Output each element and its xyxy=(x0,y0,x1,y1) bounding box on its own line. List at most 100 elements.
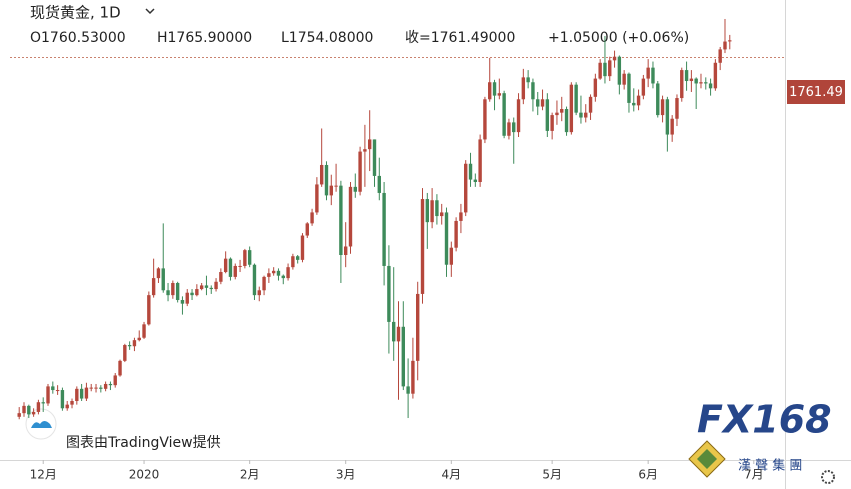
candle-body xyxy=(728,40,732,42)
candle-body xyxy=(622,73,626,85)
candle-body xyxy=(243,250,247,266)
candle-body xyxy=(363,149,367,152)
legend-high: H1765.90000 xyxy=(157,30,252,46)
candle-body xyxy=(545,99,550,131)
symbol-title[interactable]: 现货黄金, 1D xyxy=(30,4,121,22)
candle-body xyxy=(502,93,506,136)
candle-body xyxy=(584,112,588,118)
price-label: 1761.49 xyxy=(789,85,843,100)
candle-body xyxy=(372,139,377,176)
price-label-box xyxy=(787,80,845,104)
candle-body xyxy=(103,383,108,389)
candle-body xyxy=(65,404,69,409)
candle-body xyxy=(329,185,333,196)
candle-body xyxy=(713,62,718,89)
candle-body xyxy=(459,212,463,221)
candle-body xyxy=(464,163,468,213)
settings-button[interactable] xyxy=(821,470,835,484)
candle-body xyxy=(41,402,45,404)
candle-body xyxy=(632,102,636,106)
candle-body xyxy=(166,290,170,296)
candle-body xyxy=(656,83,660,116)
candle-body xyxy=(70,400,74,405)
candle-body xyxy=(151,278,156,296)
candle-body xyxy=(574,84,578,113)
candle-body xyxy=(492,82,497,96)
candle-body xyxy=(555,112,559,116)
candle-body xyxy=(348,186,353,247)
candle-body xyxy=(430,200,434,223)
candle-body xyxy=(291,256,295,268)
candle-body xyxy=(17,413,21,417)
candle-body xyxy=(425,199,430,223)
candle-body xyxy=(684,70,689,82)
candle-body xyxy=(161,268,165,291)
candle-body xyxy=(488,82,492,100)
candle-body xyxy=(704,82,708,84)
candle-body xyxy=(675,98,679,119)
candle-body xyxy=(646,67,650,79)
candle-body xyxy=(367,139,372,150)
candle-body xyxy=(233,265,237,277)
candle-body xyxy=(536,99,540,107)
legend-open: O1760.53000 xyxy=(30,30,126,46)
candle-body xyxy=(483,99,487,140)
candle-body xyxy=(382,192,386,266)
candle-body xyxy=(473,179,478,183)
candle-body xyxy=(392,321,396,342)
candle-body xyxy=(252,264,257,296)
candle-body xyxy=(79,388,84,399)
candle-body xyxy=(310,212,314,224)
fx168-emblem-inner xyxy=(697,449,717,469)
candle-body xyxy=(598,62,602,79)
candle-body xyxy=(353,186,357,192)
candle-body xyxy=(411,360,415,394)
candle-body xyxy=(420,199,425,294)
candle-body xyxy=(281,275,285,279)
candle-body xyxy=(238,265,242,267)
symbol-dropdown[interactable] xyxy=(145,8,155,15)
candle-body xyxy=(46,386,50,404)
candle-body xyxy=(118,360,122,376)
candle-body xyxy=(132,340,137,347)
candle-body xyxy=(99,387,103,389)
candle-body xyxy=(214,281,218,290)
candle-body xyxy=(31,411,36,415)
x-tick-label: 6月 xyxy=(638,468,658,482)
fx168-logo: FX168 xyxy=(697,398,832,442)
candle-body xyxy=(588,96,593,113)
candle-body xyxy=(507,122,511,136)
candle-body xyxy=(440,212,444,217)
candle-body xyxy=(593,78,598,97)
candle-body xyxy=(665,99,670,135)
candle-body xyxy=(454,220,458,248)
candle-body xyxy=(247,250,252,265)
candle-body xyxy=(526,77,530,83)
candle-body xyxy=(324,164,329,196)
x-tick-label: 2月 xyxy=(240,468,260,482)
candle-body xyxy=(641,78,646,96)
candle-body xyxy=(228,258,233,277)
candle-body xyxy=(694,78,698,84)
x-tick-label: 4月 xyxy=(441,468,461,482)
tv-logo-cloud xyxy=(31,421,52,428)
candle-body xyxy=(478,139,482,183)
candle-body xyxy=(60,390,65,409)
x-tick-label: 5月 xyxy=(542,468,562,482)
candle-body xyxy=(608,60,612,77)
candle-body xyxy=(358,151,362,192)
candle-body xyxy=(295,256,300,260)
candle-body xyxy=(377,175,381,193)
candle-body xyxy=(175,282,180,301)
candle-body xyxy=(680,70,684,99)
candle-body xyxy=(670,118,674,135)
candle-body xyxy=(300,235,305,260)
candle-body xyxy=(84,387,89,399)
candle-body xyxy=(190,292,194,296)
candle-body xyxy=(108,383,113,386)
candle-body xyxy=(262,276,266,291)
candle-body xyxy=(449,247,454,265)
candle-body xyxy=(444,212,449,265)
attribution: 图表由TradingView提供 xyxy=(66,435,221,451)
